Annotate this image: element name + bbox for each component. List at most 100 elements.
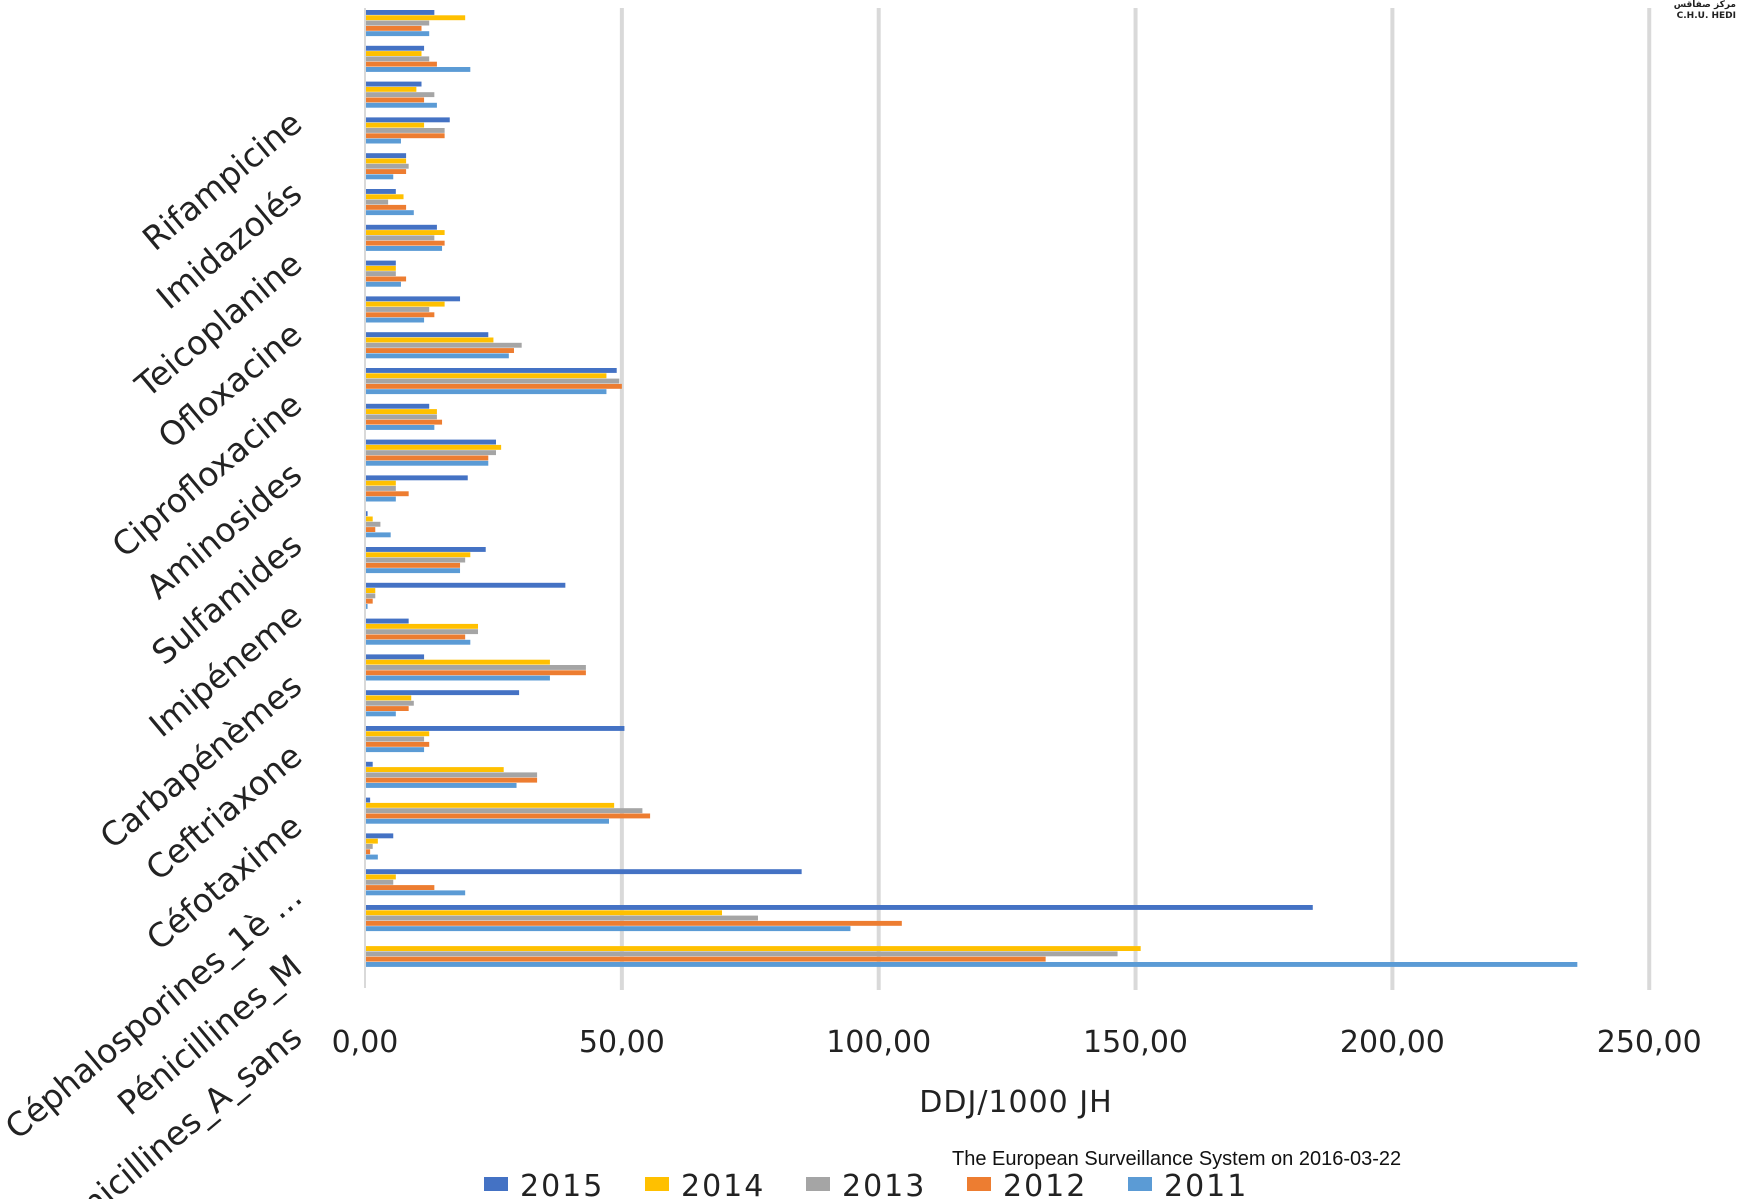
bar bbox=[365, 86, 417, 92]
bar bbox=[365, 849, 371, 855]
legend-item-2012: 2012 bbox=[967, 1169, 1085, 1199]
bar bbox=[365, 373, 607, 379]
source-note: The European Surveillance System on 2016… bbox=[952, 1148, 1402, 1170]
legend-item-2014: 2014 bbox=[645, 1169, 765, 1199]
legend-label: 2011 bbox=[1164, 1169, 1248, 1199]
bar bbox=[365, 439, 496, 445]
bar bbox=[365, 403, 430, 409]
bar bbox=[365, 425, 435, 430]
bar bbox=[365, 169, 407, 174]
legend-swatch bbox=[967, 1177, 991, 1191]
bar bbox=[365, 639, 471, 645]
bar bbox=[365, 706, 409, 711]
bar bbox=[365, 301, 445, 307]
legend-swatch bbox=[806, 1177, 830, 1191]
bar bbox=[365, 491, 409, 497]
bar bbox=[365, 890, 466, 896]
bar bbox=[365, 634, 466, 640]
x-tick-label: 100,00 bbox=[826, 1025, 931, 1060]
legend-label: 2014 bbox=[681, 1169, 765, 1199]
gridlines bbox=[619, 8, 1652, 990]
bar bbox=[365, 67, 471, 72]
bar bbox=[365, 568, 461, 574]
bar bbox=[365, 593, 376, 599]
bar bbox=[365, 307, 430, 312]
bar bbox=[365, 521, 381, 527]
bar bbox=[365, 797, 371, 803]
bar bbox=[365, 480, 396, 486]
bar bbox=[365, 122, 425, 128]
bar bbox=[365, 337, 494, 343]
bar bbox=[365, 210, 414, 216]
bar bbox=[365, 879, 394, 885]
bar bbox=[365, 260, 396, 266]
bars bbox=[365, 10, 1578, 967]
bar bbox=[365, 224, 437, 230]
bar bbox=[365, 199, 389, 205]
bar bbox=[365, 552, 471, 558]
bar bbox=[365, 25, 422, 31]
bar bbox=[365, 230, 445, 235]
bar bbox=[365, 204, 407, 210]
bar bbox=[365, 695, 412, 701]
x-tick-label: 200,00 bbox=[1340, 1025, 1445, 1060]
legend-label: 2013 bbox=[842, 1169, 926, 1199]
bar bbox=[365, 700, 414, 706]
bar bbox=[365, 368, 617, 373]
bar bbox=[365, 772, 538, 778]
bar bbox=[365, 885, 435, 890]
bar bbox=[365, 389, 607, 395]
bar bbox=[365, 128, 445, 133]
bar bbox=[365, 15, 466, 21]
bar bbox=[365, 670, 586, 676]
bar bbox=[365, 962, 1578, 967]
bar bbox=[365, 874, 396, 880]
legend-swatch bbox=[645, 1177, 669, 1191]
series-2011 bbox=[365, 31, 1578, 967]
bar bbox=[365, 348, 514, 353]
bar bbox=[365, 383, 622, 389]
bar bbox=[365, 31, 430, 37]
bar bbox=[365, 910, 723, 916]
bar bbox=[365, 516, 373, 522]
bar bbox=[365, 444, 502, 450]
bar bbox=[365, 838, 378, 844]
bar bbox=[365, 629, 479, 635]
logo-latin-text: C.H.U. HEDI bbox=[1676, 11, 1736, 21]
bar bbox=[365, 486, 396, 491]
legend-swatch bbox=[484, 1177, 508, 1191]
bar bbox=[365, 623, 479, 629]
bar bbox=[365, 496, 396, 502]
bar bbox=[365, 783, 517, 788]
bar bbox=[365, 163, 409, 169]
bar bbox=[365, 956, 1046, 962]
bar bbox=[365, 475, 468, 481]
bar bbox=[365, 741, 430, 747]
bar bbox=[365, 905, 1313, 910]
bar bbox=[365, 659, 550, 665]
bar bbox=[365, 844, 373, 849]
bar bbox=[365, 951, 1118, 957]
bar bbox=[365, 527, 376, 532]
bar bbox=[365, 265, 396, 271]
bar bbox=[365, 654, 425, 660]
bar bbox=[365, 455, 489, 461]
legend-swatch bbox=[1128, 1177, 1152, 1191]
bar bbox=[365, 61, 437, 67]
bar bbox=[365, 833, 394, 839]
x-tick-label: 150,00 bbox=[1083, 1025, 1188, 1060]
bar bbox=[365, 547, 486, 552]
x-tick-label: 0,00 bbox=[332, 1025, 399, 1060]
bar bbox=[365, 869, 802, 875]
bar bbox=[365, 276, 407, 282]
bar bbox=[365, 460, 489, 466]
legend-label: 2015 bbox=[520, 1169, 604, 1199]
bar bbox=[365, 317, 425, 323]
bar bbox=[365, 920, 902, 926]
logo-arabic-text: مركز صفاقس bbox=[1673, 0, 1736, 10]
bar bbox=[365, 271, 396, 277]
bar bbox=[365, 604, 368, 609]
bar bbox=[365, 10, 435, 15]
bar bbox=[365, 915, 758, 921]
